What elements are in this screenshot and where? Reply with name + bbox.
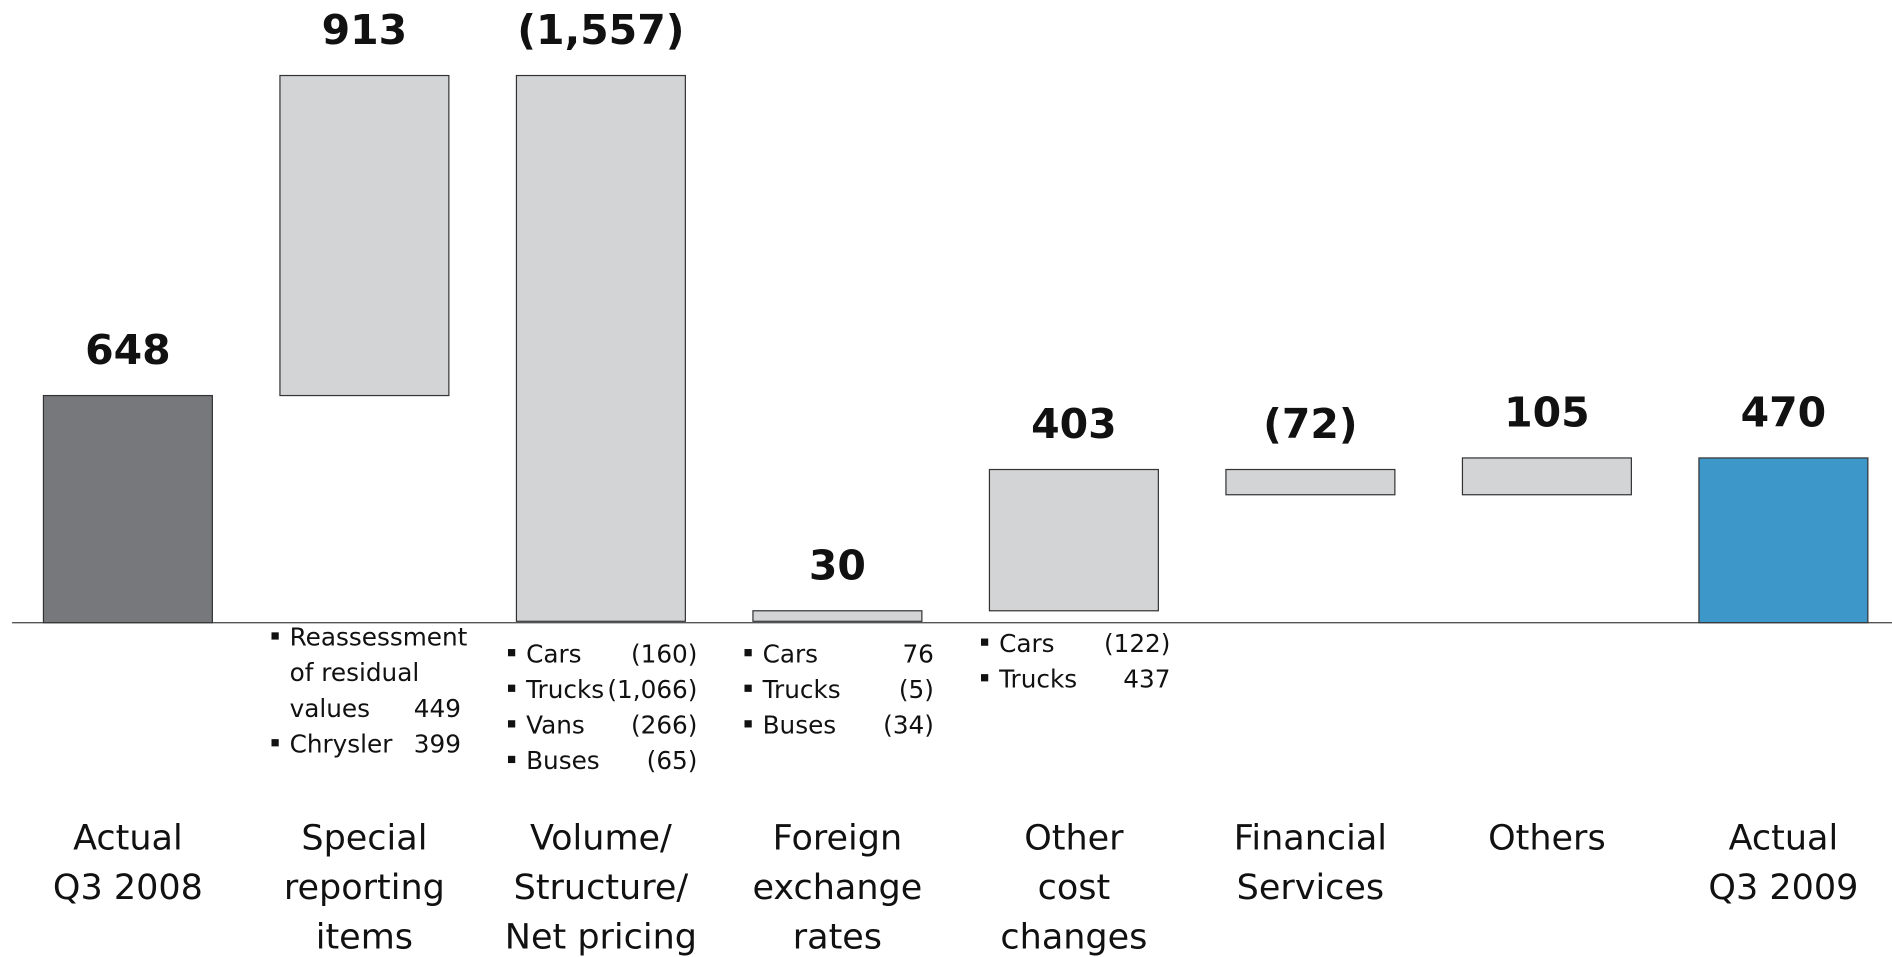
note-label: Cars: [763, 639, 818, 668]
category-label: Actual Q3 2008: [53, 819, 203, 908]
bar: [988, 468, 1159, 612]
note-value: (1,066): [607, 675, 697, 704]
bullet: [980, 674, 989, 682]
note-value: (65): [647, 746, 698, 775]
category-label: Special reporting items: [284, 819, 445, 957]
category-label: Actual Q3 2009: [1708, 819, 1858, 908]
note-label: Trucks: [525, 675, 604, 704]
note-label: Buses: [526, 746, 600, 775]
bar: [1225, 468, 1396, 496]
category-label: Volume/Structure/Net pricing: [505, 819, 697, 957]
bullet: [271, 632, 279, 640]
note-label: Vans: [526, 711, 585, 740]
note-label: Chrysler: [290, 729, 394, 758]
category-label: Others: [1488, 819, 1606, 859]
bullet: [507, 649, 516, 657]
value-label: 105: [1504, 389, 1590, 437]
bullet: [744, 649, 752, 657]
value-label: 913: [322, 6, 408, 54]
bullet: [744, 684, 752, 692]
note-value: 437: [1123, 664, 1170, 693]
value-label: (72): [1263, 400, 1358, 448]
bar: [752, 610, 923, 622]
bar: [1461, 457, 1632, 496]
note-value: (266): [631, 711, 697, 740]
note-label: Reassessment of residual values: [290, 623, 468, 723]
note-label: Trucks: [762, 675, 841, 704]
bullet: [507, 755, 516, 764]
note-value: (122): [1104, 629, 1170, 658]
bar: [1698, 457, 1869, 624]
note-label: Cars: [526, 639, 581, 668]
note-value: (160): [631, 639, 697, 668]
bullet: [744, 720, 752, 728]
note-value: 76: [902, 639, 933, 668]
bullet: [980, 638, 989, 646]
note-label: Trucks: [998, 664, 1077, 693]
bullet: [507, 720, 516, 728]
category-label: Foreign exchange rates: [753, 819, 923, 957]
note-value: (34): [883, 711, 934, 740]
bullet: [507, 684, 516, 692]
note-value: 449: [414, 694, 461, 723]
note-value: (5): [899, 675, 934, 704]
bullet: [271, 739, 279, 747]
bar: [42, 394, 213, 624]
value-label: 30: [809, 541, 866, 589]
note-label: Cars: [999, 629, 1054, 658]
value-label: 470: [1741, 389, 1827, 437]
value-label: 648: [85, 326, 171, 374]
category-label: Other cost changes: [1000, 819, 1147, 957]
category-label: Financial Services: [1234, 819, 1387, 908]
note-label: Buses: [763, 711, 837, 740]
bar: [515, 74, 686, 622]
bar: [279, 74, 450, 397]
value-label: 403: [1031, 400, 1117, 448]
note-value: 399: [414, 729, 461, 758]
value-label: (1,557): [517, 6, 684, 54]
